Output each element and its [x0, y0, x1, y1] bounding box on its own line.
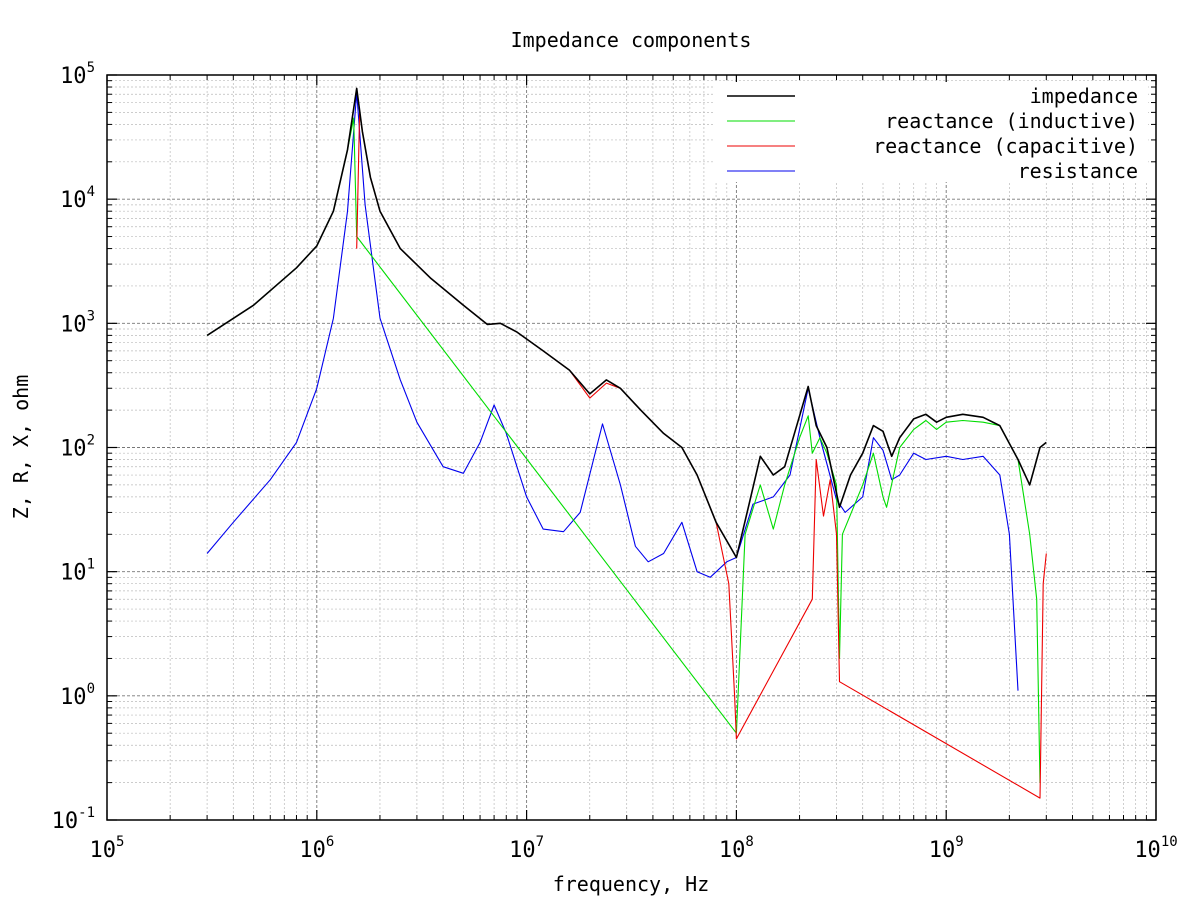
- x-tick-labels: 105 106 107 108 109 1010: [90, 834, 1178, 863]
- x-tick-label: 105: [90, 834, 125, 863]
- x-axis-label: frequency, Hz: [553, 872, 710, 896]
- x-tick-label: 108: [719, 834, 754, 863]
- y-tick-label: 101: [60, 557, 95, 586]
- legend-box: [714, 82, 1148, 182]
- x-tick-label: 107: [509, 834, 544, 863]
- y-tick-label: 100: [60, 681, 95, 710]
- y-tick-label: 10-1: [52, 805, 95, 834]
- y-tick-labels: 10-1 100 101 102 103 104 105: [52, 60, 95, 834]
- x-tick-label: 109: [929, 834, 964, 863]
- y-tick-label: 104: [60, 184, 95, 213]
- x-tick-label: 1010: [1134, 834, 1177, 863]
- legend-label: resistance: [1018, 159, 1138, 183]
- legend-label: reactance (capacitive): [873, 134, 1138, 158]
- series-line-impedance: [206, 87, 1047, 559]
- legend-label: reactance (inductive): [885, 109, 1138, 133]
- series-layer: [206, 87, 1047, 799]
- legend-label: impedance: [1030, 84, 1138, 108]
- y-axis-label: Z, R, X, ohm: [9, 375, 33, 520]
- tick-marks: [106, 74, 1157, 821]
- y-tick-label: 103: [60, 308, 95, 337]
- series-line-resistance: [206, 92, 1019, 691]
- chart-title: Impedance components: [511, 28, 752, 52]
- x-tick-label: 106: [299, 834, 334, 863]
- series-line-reactance-inductive: [206, 117, 1041, 783]
- y-tick-label: 102: [60, 433, 95, 462]
- y-tick-label: 105: [60, 60, 95, 89]
